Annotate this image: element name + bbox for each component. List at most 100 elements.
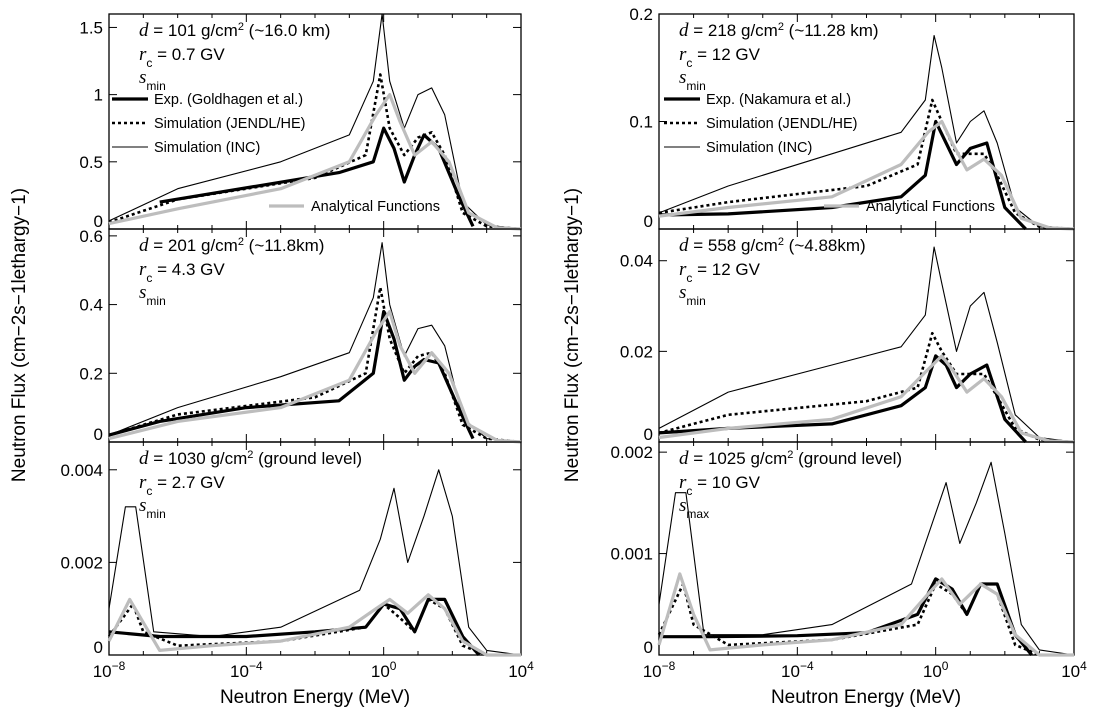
- depth-note: (ground level): [253, 449, 362, 468]
- solar-subscript: max: [686, 507, 709, 521]
- depth-symbol: d: [139, 20, 153, 41]
- y-tick-label: 0.02: [620, 342, 653, 361]
- y-axis-label-right: Neutron Flux (cm−2s−1lethargy−1): [562, 188, 583, 482]
- depth-note: (ground level): [793, 449, 902, 468]
- series-line-exp: [108, 597, 481, 657]
- solar-subscript: min: [146, 507, 165, 521]
- solar-annotation: smin: [679, 67, 706, 93]
- x-tick-base: 10: [781, 662, 800, 681]
- depth-value: = 201 g/cm: [153, 236, 238, 255]
- depth-symbol: d: [139, 448, 153, 469]
- depth-annotation: d = 1025 g/cm2 (ground level): [679, 448, 902, 469]
- series-line-exp: [159, 126, 475, 227]
- series-line-ana: [107, 593, 521, 657]
- y-tick-label: 0.6: [79, 227, 103, 246]
- y-axis-label-left: Neutron Flux (cm−2s−1lethargy−1): [9, 188, 30, 482]
- depth-unit-exponent: 2: [238, 21, 244, 33]
- solar-annotation: smin: [139, 67, 166, 93]
- solar-subscript: min: [686, 79, 705, 93]
- depth-value: = 1025 g/cm: [693, 449, 787, 468]
- y-tick-label: 0: [644, 425, 653, 444]
- y-tick-label: 0.001: [610, 545, 653, 564]
- x-tick-label: 100: [923, 659, 949, 681]
- legend-label-sim: Simulation (JENDL/HE): [706, 116, 858, 132]
- series-line-inc: [108, 469, 522, 656]
- cutoff-subscript: c: [146, 56, 152, 70]
- cutoff-annotation: rc = 10 GV: [679, 472, 761, 498]
- depth-unit-exponent: 2: [238, 236, 244, 248]
- x-tick-label: 10−8: [643, 659, 676, 681]
- solar-subscript: min: [686, 294, 705, 308]
- series-line-ana: [658, 354, 1075, 444]
- y-tick-label: 0.002: [610, 443, 653, 462]
- depth-symbol: d: [679, 235, 693, 256]
- legend-label-exp: Exp. (Nakamura et al.): [706, 92, 851, 108]
- x-tick-label: 100: [371, 659, 397, 681]
- solar-symbol: s: [139, 67, 146, 88]
- x-tick-exponent: −4: [249, 659, 263, 673]
- cutoff-subscript: c: [686, 484, 692, 498]
- solar-annotation: smax: [679, 495, 709, 521]
- depth-annotation: d = 558 g/cm2 (~4.88km): [679, 235, 866, 256]
- panel-right-mid: 0 0.02 0.04 d = 558 g/cm2 (~4.88km) rc = 12 …: [620, 228, 1075, 444]
- panel-left-top: 0 0.5 1 1.5 d = 101 g/cm2 (~16.0 km) rc = 0.7…: [79, 13, 522, 231]
- depth-unit-exponent: 2: [778, 236, 784, 248]
- solar-subscript: min: [146, 294, 165, 308]
- x-tick-exponent: 4: [1080, 659, 1087, 673]
- x-tick-exponent: −8: [662, 659, 676, 673]
- solar-symbol: s: [139, 495, 146, 516]
- legend-label-inc: Simulation (INC): [154, 140, 260, 156]
- depth-unit-exponent: 2: [247, 449, 253, 461]
- legend-label-ana: Analytical Functions: [311, 199, 440, 215]
- y-tick-label: 0.5: [79, 153, 103, 172]
- x-tick-exponent: −8: [112, 659, 126, 673]
- solar-symbol: s: [139, 282, 146, 303]
- cutoff-value: = 10 GV: [692, 473, 760, 492]
- series-line-exp: [658, 354, 1027, 444]
- x-tick-base: 10: [230, 662, 249, 681]
- y-tick-label: 1.5: [79, 18, 103, 37]
- series-line-exp: [658, 119, 1027, 231]
- x-tick-base: 10: [508, 662, 527, 681]
- depth-note: (~11.28 km): [784, 21, 879, 40]
- cutoff-symbol: r: [679, 259, 687, 280]
- depth-unit-exponent: 2: [787, 449, 793, 461]
- solar-subscript: min: [146, 79, 165, 93]
- depth-value: = 558 g/cm: [693, 236, 778, 255]
- cutoff-symbol: r: [679, 472, 687, 493]
- cutoff-annotation: rc = 12 GV: [679, 44, 761, 70]
- depth-annotation: d = 218 g/cm2 (~11.28 km): [679, 20, 879, 41]
- y-tick-label: 0: [94, 638, 103, 657]
- x-tick-base: 10: [371, 662, 390, 681]
- x-tick-base: 10: [1061, 662, 1080, 681]
- cutoff-value: = 0.7 GV: [152, 45, 225, 64]
- cutoff-symbol: r: [139, 44, 147, 65]
- x-tick-label: 10−8: [93, 659, 126, 681]
- x-tick-label: 10−4: [781, 659, 814, 681]
- depth-value: = 101 g/cm: [153, 21, 238, 40]
- solar-annotation: smin: [679, 282, 706, 308]
- y-tick-label: 0: [644, 638, 653, 657]
- solar-symbol: s: [679, 67, 686, 88]
- depth-symbol: d: [679, 448, 693, 469]
- y-tick-label: 1: [94, 86, 103, 105]
- series-line-sim: [657, 582, 1074, 657]
- y-tick-label: 0.04: [620, 252, 653, 271]
- y-tick-label: 0.2: [79, 364, 103, 383]
- y-tick-label: 0.004: [60, 461, 103, 480]
- series-line-sim: [108, 286, 522, 444]
- series-line-inc: [658, 461, 1075, 656]
- cutoff-subscript: c: [146, 484, 152, 498]
- legend-label-sim: Simulation (JENDL/HE): [154, 116, 306, 132]
- x-tick-base: 10: [923, 662, 942, 681]
- depth-symbol: d: [679, 20, 693, 41]
- depth-value: = 218 g/cm: [693, 21, 778, 40]
- series-line-sim: [107, 598, 521, 657]
- cutoff-annotation: rc = 2.7 GV: [139, 472, 225, 498]
- x-axis-label-left: Neutron Energy (MeV): [220, 687, 410, 708]
- depth-symbol: d: [139, 235, 153, 256]
- x-axis-label-right: Neutron Energy (MeV): [771, 687, 961, 708]
- solar-symbol: s: [679, 495, 686, 516]
- depth-annotation: d = 201 g/cm2 (~11.8km): [139, 235, 324, 256]
